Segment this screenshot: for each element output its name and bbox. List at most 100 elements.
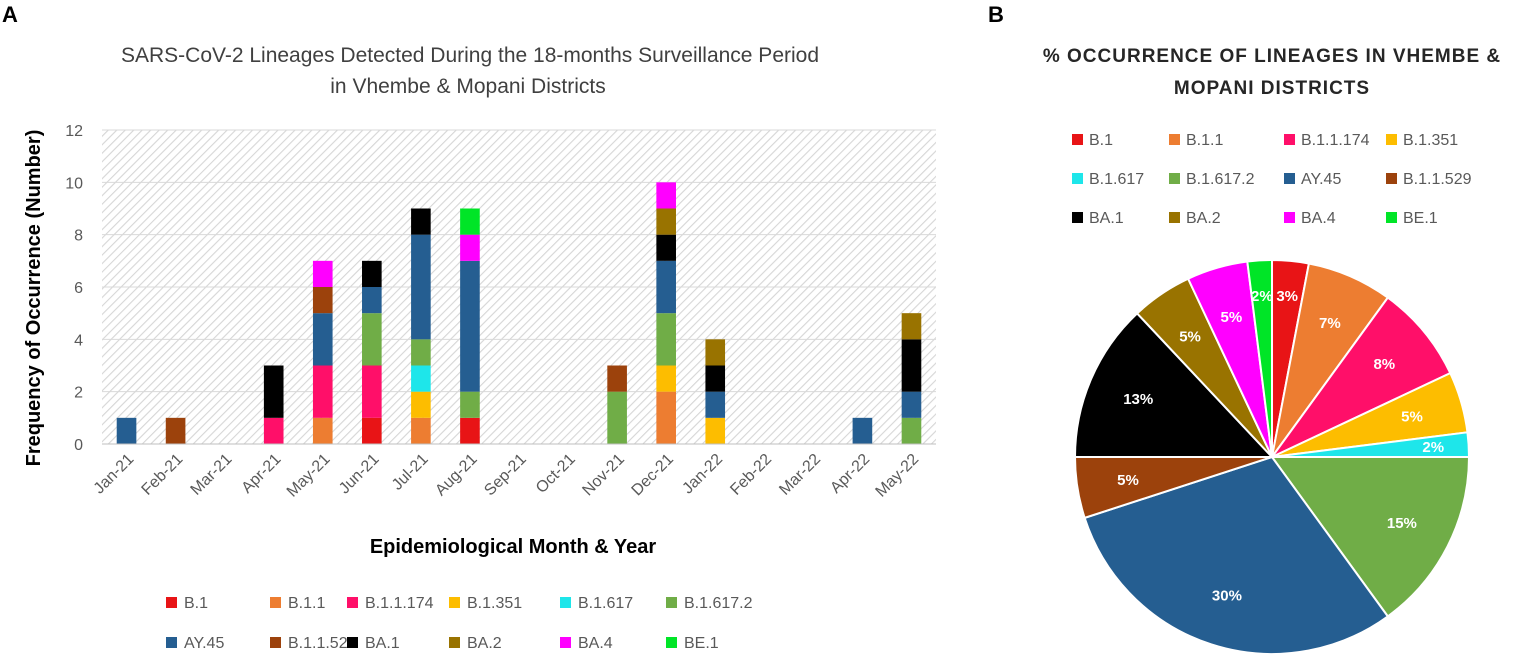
pie-legend-label-ay-45: AY.45 <box>1301 171 1341 188</box>
bar-segment-b-1-1-529 <box>165 417 186 444</box>
bar-segment-ay-45 <box>656 260 676 314</box>
y-tick-label: 4 <box>74 332 83 349</box>
bar-segment-be-1 <box>460 208 480 235</box>
x-tick-label: Apr-21 <box>239 451 285 497</box>
bar-segment-ba-2 <box>656 208 676 235</box>
x-axis-ticks: Jan-21 Feb-21 Mar-21 Apr-21 May-21 Jun-21 Jul-… <box>91 451 923 501</box>
legend-swatch-b-1 <box>166 597 177 608</box>
bar-segment-ba-2 <box>901 313 922 340</box>
y-axis-ticks: 0 2 4 6 8 10 12 <box>65 123 83 454</box>
pie-chart-title-line-2: MOPANI DISTRICTS <box>1174 78 1370 99</box>
pie-label-b-1-351: 5% <box>1401 408 1423 425</box>
x-tick-label: Apr-22 <box>827 451 873 497</box>
pie-chart-title-line-1: % OCCURRENCE OF LINEAGES IN VHEMBE & <box>1043 46 1501 67</box>
pie-label-ba-4: 5% <box>1220 309 1242 326</box>
bar-segment-b-1-617-2 <box>656 313 676 366</box>
pie-label-b-1-617: 2% <box>1422 439 1444 456</box>
pie-label-b-1-1-529: 5% <box>1117 472 1139 489</box>
legend-swatch-ay-45 <box>166 637 177 648</box>
bar-segment-b-1 <box>362 417 382 444</box>
bar-segment-ba-1 <box>411 208 431 235</box>
legend-swatch-b-1-1 <box>270 597 281 608</box>
bar-segment-ba-1 <box>705 365 726 392</box>
pie-legend-swatch-b-1-1-174 <box>1284 134 1295 145</box>
pie-slice-be-1 <box>1246 259 1273 458</box>
x-tick-label: Feb-21 <box>139 451 187 499</box>
bar-segment-b-1-617-2 <box>607 391 627 444</box>
pie-legend-swatch-b-1-617-2 <box>1169 173 1180 184</box>
bar-segment-b-1-351 <box>411 391 431 418</box>
pie-legend-swatch-b-1 <box>1072 134 1083 145</box>
bar-segment-ay-45 <box>116 417 137 444</box>
panel-a-letter: A <box>2 2 18 27</box>
bar-segment-ba-2 <box>705 339 726 366</box>
x-tick-label: Mar-22 <box>776 451 824 499</box>
pie-legend-swatch-ba-1 <box>1072 212 1083 223</box>
pie-slice-b-1-1-174 <box>1271 296 1452 458</box>
legend-swatch-b-1-351 <box>449 597 460 608</box>
pie-legend-label-b-1: B.1 <box>1089 132 1113 149</box>
pie-legend-label-b-1-617: B.1.617 <box>1089 171 1144 188</box>
x-tick-label: Jan-22 <box>679 451 726 498</box>
legend-swatch-b-1-617 <box>560 597 571 608</box>
pie-legend-swatch-b-1-351 <box>1386 134 1397 145</box>
bar-segment-b-1-351 <box>705 417 726 444</box>
bar-segment-b-1 <box>460 417 480 444</box>
bar-segment-ay-45 <box>362 287 382 314</box>
legend-label-b-1-351: B.1.351 <box>467 595 522 612</box>
x-tick-label: Feb-22 <box>727 451 775 499</box>
legend-swatch-be-1 <box>666 637 677 648</box>
pie-label-ba-2: 5% <box>1179 328 1201 345</box>
bar-segment-b-1-1-174 <box>263 417 284 444</box>
y-axis-title: Frequency of Occurrence (Number) <box>23 130 45 467</box>
panel-b-letter: B <box>988 2 1004 27</box>
x-tick-label: May-22 <box>873 451 923 501</box>
legend-label-b-1-1-529: B.1.1.529 <box>288 635 357 652</box>
bar-segment-ay-45 <box>411 234 431 340</box>
x-tick-label: Sep-21 <box>481 451 530 500</box>
bar-segment-b-1-1 <box>411 417 431 444</box>
bar-segment-ay-45 <box>460 260 480 392</box>
bar-segment-ay-45 <box>705 391 726 418</box>
pie-label-be-1: 2% <box>1251 288 1273 305</box>
bar-segment-ba-1 <box>263 365 284 418</box>
pie-legend-swatch-b-1-1 <box>1169 134 1180 145</box>
x-tick-label: Mar-21 <box>188 451 236 499</box>
y-tick-label: 10 <box>65 175 83 192</box>
pie-chart-legend: B.1 B.1.1 B.1.1.174 B.1.351 B.1.617 B.1.617.2… <box>1072 132 1472 227</box>
x-tick-label: Jan-21 <box>91 451 138 498</box>
pie-legend-swatch-ba-4 <box>1284 212 1295 223</box>
legend-label-ba-4: BA.4 <box>578 635 613 652</box>
bar-segment-b-1-351 <box>656 365 676 392</box>
legend-swatch-b-1-1-529 <box>270 637 281 648</box>
bar-segment-ay-45 <box>312 313 333 366</box>
x-tick-label: Oct-21 <box>533 451 579 497</box>
legend-label-ba-2: BA.2 <box>467 635 502 652</box>
bar-segment-b-1-617-2 <box>411 339 431 366</box>
legend-swatch-b-1-617-2 <box>666 597 677 608</box>
bar-chart-legend: B.1 B.1.1 B.1.1.174 B.1.351 B.1.617 B.1.617.2… <box>166 595 753 652</box>
bar-segment-b-1-1-174 <box>362 365 382 418</box>
pie-slice-ba-1 <box>1074 312 1273 458</box>
x-tick-label: Aug-21 <box>432 451 481 500</box>
pie-legend-label-b-1-351: B.1.351 <box>1403 132 1458 149</box>
legend-swatch-ba-1 <box>347 637 358 648</box>
x-tick-label: May-21 <box>284 451 334 501</box>
bar-segment-ay-45 <box>852 417 873 444</box>
legend-label-b-1-617-2: B.1.617.2 <box>684 595 753 612</box>
x-tick-label: Jun-21 <box>336 451 383 498</box>
pie-label-b-1-1: 7% <box>1319 315 1341 332</box>
bar-segment-b-1-617-2 <box>460 391 480 418</box>
legend-label-b-1-617: B.1.617 <box>578 595 633 612</box>
bars <box>116 182 922 444</box>
pie-legend-swatch-b-1-1-529 <box>1386 173 1397 184</box>
bar-segment-ba-1 <box>901 339 922 392</box>
bar-segment-b-1-617-2 <box>901 417 922 444</box>
bar-segment-b-1-1-529 <box>312 287 333 314</box>
x-tick-label: Nov-21 <box>579 451 628 500</box>
y-tick-label: 6 <box>74 280 83 297</box>
bar-segment-b-1-1-529 <box>607 365 627 392</box>
bar-segment-b-1-1 <box>312 417 333 444</box>
bar-segment-b-1-1-174 <box>312 365 333 418</box>
